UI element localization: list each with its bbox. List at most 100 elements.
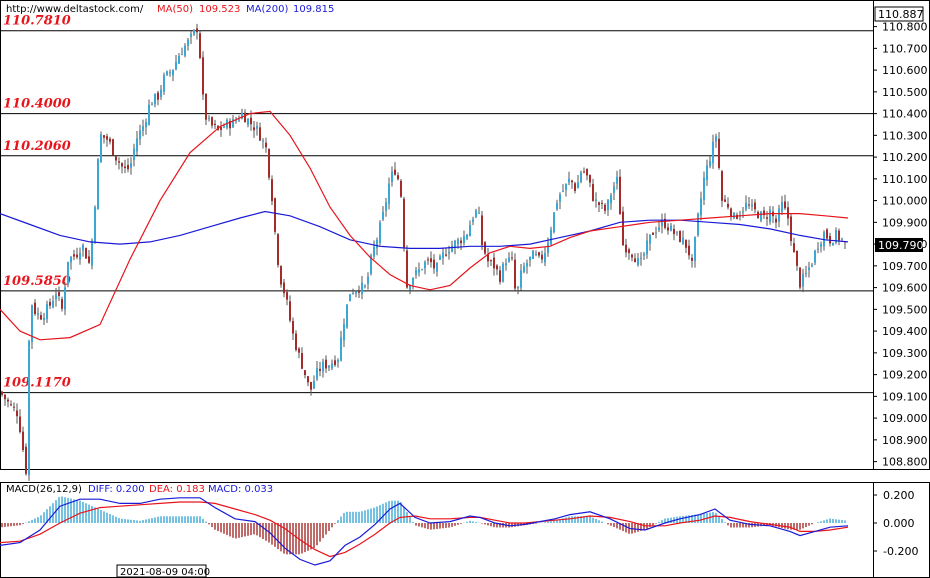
candle-down [664,218,666,228]
candle-down [73,254,75,257]
candle-down [103,135,105,138]
candle-up [505,263,507,266]
candle-down [766,217,768,219]
candle-up [553,212,555,232]
candle-down [748,204,750,206]
candle-up [328,365,330,368]
candle-down [10,404,12,406]
candle-up [562,191,564,193]
candle-up [835,230,837,243]
candle-up [694,236,696,262]
candle-down [205,93,207,120]
candle-up [424,261,426,269]
candle-up [661,220,663,227]
price-tick-label: 109.500 [882,303,928,316]
candle-up [154,93,156,105]
candle-up [682,237,684,244]
candle-up [133,148,135,161]
candle-up [184,45,186,56]
candle-up [706,165,708,180]
candle-up [841,238,843,240]
candle-up [28,340,30,475]
macd-tick-label: 0.000 [883,517,915,530]
candle-up [442,252,444,258]
candle-down [211,117,213,126]
candle-down [265,142,267,148]
candle-down [295,333,297,350]
candle-down [541,254,543,260]
level-label: 109.1170 [3,376,71,391]
candle-down [688,245,690,256]
macd-dea-label: DEA: 0.183 [149,484,205,495]
candle-down [202,57,204,95]
candle-up [208,117,210,119]
candle-down [433,259,435,269]
candle-up [535,253,537,255]
candle-down [244,112,246,123]
price-axis-frame [873,0,930,470]
candle-up [580,172,582,183]
candle-up [463,236,465,244]
ma200-line [0,210,849,249]
candle-down [673,228,675,235]
candle-down [334,360,336,366]
candle-down [427,259,429,261]
candle-up [457,239,459,245]
candle-up [370,255,372,275]
candle-down [13,406,15,408]
candle-down [127,164,129,170]
candle-down [796,250,798,266]
candle-down [61,299,63,309]
candle-up [577,182,579,189]
candle-up [655,232,657,234]
candle-down [253,127,255,131]
candle-up [130,163,132,168]
candle-down [718,138,720,168]
candle-down [403,198,405,248]
price-tick-label: 110.200 [882,151,928,164]
candle-up [613,186,615,193]
candle-down [16,410,18,417]
site-url: http://www.deltastock.com/ [6,4,144,15]
candle-down [304,370,306,375]
candle-up [568,178,570,183]
candle-up [676,231,678,233]
candle-up [136,138,138,152]
candle-up [94,207,96,242]
candle-up [670,225,672,231]
candle-up [658,227,660,230]
candle-down [784,201,786,209]
candle-up [313,381,315,389]
candle-down [619,176,621,215]
candle-down [589,174,591,183]
candle-down [109,138,111,142]
macd-diff-line [0,497,849,566]
candle-up [364,285,366,287]
price-tick-label: 110.600 [882,64,928,77]
candle-down [460,240,462,244]
candle-up [160,89,162,97]
candle-down [310,381,312,390]
price-tick-label: 110.500 [882,86,928,99]
candle-up [412,277,414,285]
date-label-box [116,564,207,578]
candle-up [193,29,195,35]
candle-down [157,92,159,100]
candle-down [514,259,516,289]
price-tick-label: 109.700 [882,260,928,273]
price-tick-label: 109.200 [882,369,928,382]
candle-up [811,264,813,267]
candle-up [37,313,39,315]
price-tick-label: 109.000 [882,412,928,425]
candle-up [697,213,699,236]
candle-up [43,318,45,321]
candle-up [31,305,33,342]
candle-up [472,219,474,223]
candle-up [448,251,450,254]
candle-down [121,163,123,167]
candle-down [88,256,90,263]
candle-up [340,337,342,361]
candle-up [640,257,642,259]
candle-down [58,292,60,297]
candle-down [7,399,9,402]
